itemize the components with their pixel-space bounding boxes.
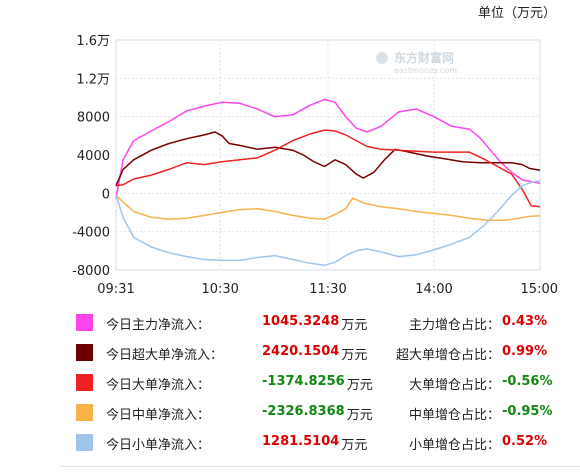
legend-unit: 万元 (346, 378, 373, 393)
legend-value: -1374.8256 (262, 374, 345, 389)
legend-row: 今日主力净流入： 1045.3248 万元 主力增仓占比： 0.43% (0, 308, 580, 338)
legend-label: 今日超大单净流入： (106, 348, 224, 363)
legend-ratio-label: 中单增仓占比： (408, 408, 500, 423)
legend-ratio: 0.99% (502, 344, 548, 359)
legend-label: 今日中单净流入： (106, 408, 211, 423)
legend-row: 今日超大单净流入： 2420.1504 万元 超大单增仓占比： 0.99% (0, 338, 580, 368)
legend-unit: 万元 (341, 318, 368, 333)
legend-ratio: 0.52% (502, 434, 548, 449)
series-line-中单 (115, 194, 541, 221)
x-tick-label: 10:30 (201, 282, 238, 297)
y-axis-ticks: 1.6万 1.2万 8000 4000 0 -4000 -8000 (72, 34, 110, 279)
y-tick-label: 1.2万 (76, 72, 110, 87)
y-tick-label: -8000 (72, 264, 110, 279)
legend-swatch (76, 314, 93, 331)
legend-value: 1281.5104 (262, 434, 340, 449)
y-tick-label: 8000 (77, 111, 110, 126)
bottom-divider (60, 466, 580, 467)
x-tick-label: 14:00 (415, 282, 452, 297)
legend-row: 今日中单净流入： -2326.8368 万元 中单增仓占比： -0.95% (0, 398, 580, 428)
watermark: 东方财富网 eastmoney.com (376, 50, 457, 75)
legend-swatch (76, 374, 93, 391)
legend-row: 今日小单净流入： 1281.5104 万元 小单增仓占比： 0.52% (0, 428, 580, 458)
legend-value: 2420.1504 (262, 344, 340, 359)
legend-label: 今日主力净流入： (106, 318, 211, 333)
legend-swatch (76, 404, 93, 421)
watermark-domain: eastmoney.com (394, 66, 457, 75)
series-lines (115, 98, 541, 266)
legend-ratio: -0.95% (502, 404, 553, 419)
legend-unit: 万元 (341, 438, 368, 453)
legend-label: 今日小单净流入： (106, 438, 211, 453)
legend-row: 今日大单净流入： -1374.8256 万元 大单增仓占比： -0.56% (0, 368, 580, 398)
grid-lines (115, 39, 541, 271)
y-tick-label: 4000 (77, 149, 110, 164)
legend-ratio: 0.43% (502, 314, 548, 329)
legend-unit: 万元 (346, 408, 373, 423)
series-line-主力 (115, 98, 541, 199)
legend-swatch (76, 434, 93, 451)
legend-ratio: -0.56% (502, 374, 553, 389)
series-line-大单 (115, 129, 541, 208)
fund-flow-chart: 东方财富网 eastmoney.com 1.6万 1.2万 8000 4000 0 -40… (72, 34, 558, 297)
watermark-logo-icon (376, 52, 388, 64)
legend-ratio-label: 超大单增仓占比： (395, 348, 500, 363)
y-tick-label: -4000 (72, 226, 110, 241)
legend-label: 今日大单净流入： (106, 378, 211, 393)
x-tick-label: 09:31 (97, 282, 134, 297)
legend-swatch (76, 344, 93, 361)
unit-label: 单位（万元） (477, 6, 556, 21)
watermark-brand: 东方财富网 (394, 50, 454, 65)
legend-ratio-label: 小单增仓占比： (408, 438, 500, 453)
legend-unit: 万元 (341, 348, 368, 363)
y-tick-label: 0 (102, 187, 110, 202)
series-line-超大单 (115, 131, 541, 186)
legend-ratio-label: 主力增仓占比： (408, 318, 500, 333)
x-tick-label: 11:30 (309, 282, 346, 297)
x-tick-label: 15:00 (521, 282, 558, 297)
y-tick-label: 1.6万 (76, 34, 110, 49)
series-line-小单 (115, 180, 541, 266)
legend-value: -2326.8368 (262, 404, 345, 419)
legend-ratio-label: 大单增仓占比： (408, 378, 500, 393)
legend-value: 1045.3248 (262, 314, 340, 329)
x-axis-ticks: 09:31 10:30 11:30 14:00 15:00 (97, 282, 558, 297)
